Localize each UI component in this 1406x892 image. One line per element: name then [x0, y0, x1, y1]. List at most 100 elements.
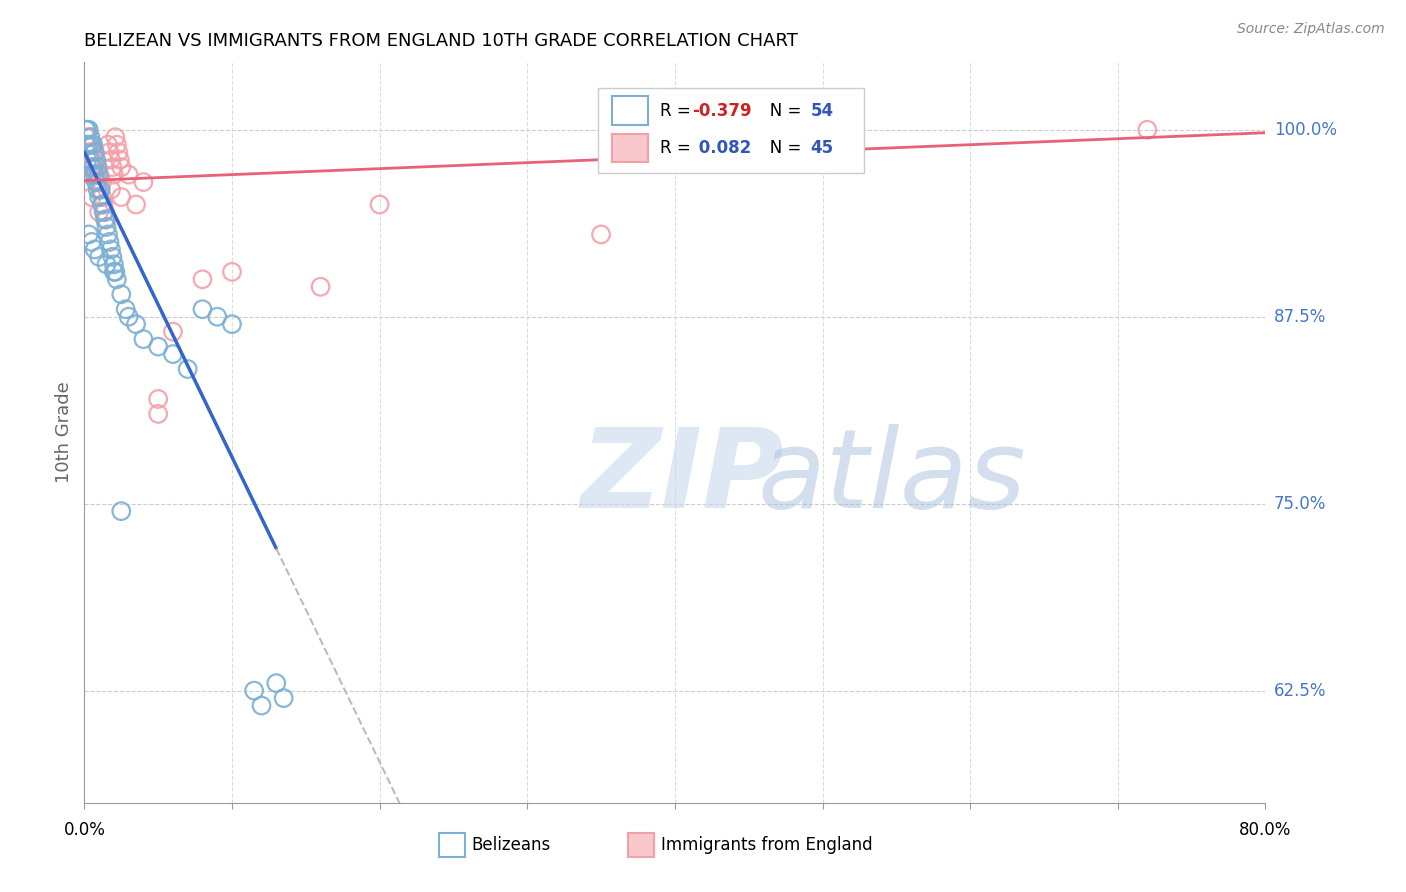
Point: [125, 317, 148, 331]
Text: 45: 45: [811, 138, 834, 157]
Point: [110, 287, 132, 301]
Point: [148, 392, 170, 406]
Point: [93, 197, 115, 211]
Point: [221, 265, 243, 279]
Text: 54: 54: [811, 102, 834, 120]
Point: [177, 362, 200, 376]
Text: 87.5%: 87.5%: [1274, 308, 1326, 326]
Point: [132, 332, 155, 346]
Text: 0.0%: 0.0%: [63, 821, 105, 838]
Point: [90, 183, 112, 197]
Point: [273, 691, 295, 706]
Point: [266, 676, 288, 690]
Point: [86, 183, 108, 197]
Text: Immigrants from England: Immigrants from England: [661, 836, 872, 854]
Text: 62.5%: 62.5%: [1274, 681, 1326, 699]
Point: [107, 145, 129, 160]
Point: [77, 137, 100, 152]
Point: [103, 265, 125, 279]
Point: [82, 160, 104, 174]
Point: [84, 168, 107, 182]
Point: [86, 160, 108, 174]
Point: [76, 153, 98, 167]
Point: [1136, 122, 1159, 136]
Text: -0.379: -0.379: [693, 102, 752, 120]
Point: [80, 145, 103, 160]
Text: R =: R =: [659, 102, 696, 120]
Point: [91, 190, 114, 204]
Point: [87, 175, 111, 189]
Point: [96, 257, 118, 271]
Text: atlas: atlas: [758, 424, 1026, 531]
Point: [75, 137, 97, 152]
Text: Belizeans: Belizeans: [472, 836, 551, 854]
Text: 80.0%: 80.0%: [1239, 821, 1292, 838]
Y-axis label: 10th Grade: 10th Grade: [55, 382, 73, 483]
Point: [87, 168, 111, 182]
Point: [87, 205, 111, 219]
Point: [86, 168, 108, 182]
Point: [75, 122, 97, 136]
Bar: [612, 134, 648, 161]
Point: [80, 168, 103, 182]
Bar: [627, 833, 654, 857]
Point: [309, 280, 332, 294]
Point: [118, 310, 141, 324]
Point: [108, 153, 131, 167]
Point: [114, 302, 136, 317]
Point: [100, 153, 122, 167]
Point: [104, 130, 127, 145]
Point: [87, 190, 111, 204]
Point: [105, 137, 128, 152]
Point: [250, 698, 273, 713]
Point: [77, 122, 100, 136]
Point: [91, 197, 114, 211]
Point: [87, 250, 111, 264]
Point: [82, 160, 104, 174]
Point: [79, 153, 101, 167]
Text: R =: R =: [659, 138, 696, 157]
Point: [84, 160, 107, 174]
Point: [162, 347, 184, 361]
Point: [94, 212, 117, 227]
Point: [97, 227, 120, 242]
Point: [207, 310, 229, 324]
Point: [83, 145, 105, 160]
Point: [75, 130, 97, 145]
Point: [110, 160, 132, 174]
Point: [79, 130, 101, 145]
Point: [93, 205, 115, 219]
Point: [98, 235, 121, 249]
Point: [104, 265, 127, 279]
Point: [96, 219, 118, 234]
Point: [83, 243, 105, 257]
Point: [76, 137, 98, 152]
Point: [84, 175, 107, 189]
Point: [82, 137, 104, 152]
Text: N =: N =: [754, 138, 807, 157]
Point: [221, 317, 243, 331]
Point: [125, 197, 148, 211]
Text: Source: ZipAtlas.com: Source: ZipAtlas.com: [1237, 22, 1385, 37]
Point: [80, 137, 103, 152]
Point: [148, 340, 170, 354]
Text: 100.0%: 100.0%: [1274, 120, 1337, 139]
Point: [98, 145, 121, 160]
Bar: [612, 96, 648, 125]
Point: [80, 190, 103, 204]
Point: [83, 168, 105, 182]
Text: 0.082: 0.082: [693, 138, 751, 157]
Point: [80, 235, 103, 249]
Point: [76, 122, 98, 136]
Point: [90, 183, 112, 197]
Point: [80, 160, 103, 174]
Point: [110, 504, 132, 518]
Point: [94, 205, 117, 219]
Point: [132, 175, 155, 189]
Point: [79, 130, 101, 145]
Point: [110, 190, 132, 204]
Point: [83, 145, 105, 160]
Point: [77, 145, 100, 160]
Point: [243, 683, 266, 698]
Text: BELIZEAN VS IMMIGRANTS FROM ENGLAND 10TH GRADE CORRELATION CHART: BELIZEAN VS IMMIGRANTS FROM ENGLAND 10TH…: [84, 32, 799, 50]
